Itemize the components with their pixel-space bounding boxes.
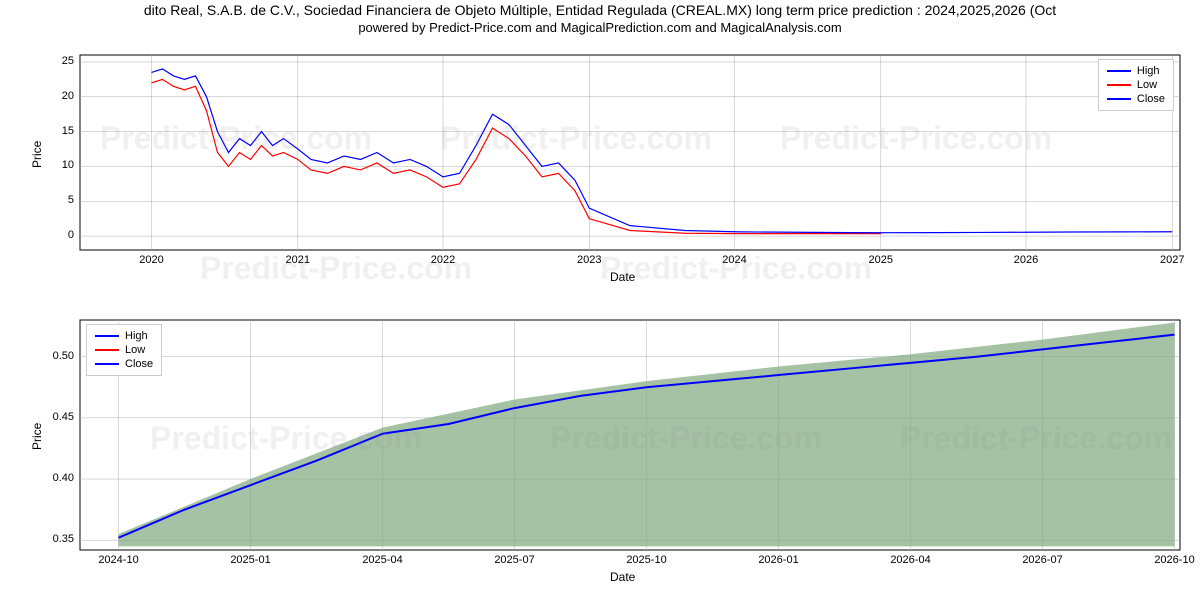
- legend-color-swatch: [95, 335, 119, 337]
- xtick-label: 2023: [564, 254, 614, 266]
- ytick-label: 0.45: [53, 411, 74, 423]
- legend-color-swatch: [1107, 84, 1131, 86]
- chart1-plot-area: [80, 55, 1180, 250]
- legend-item: Close: [95, 357, 153, 371]
- chart-container: dito Real, S.A.B. de C.V., Sociedad Fina…: [0, 0, 1200, 600]
- legend-item: Low: [95, 343, 153, 357]
- chart1-ylabel: Price: [30, 140, 44, 167]
- chart2-xlabel: Date: [610, 570, 635, 584]
- ytick-label: 15: [62, 125, 74, 137]
- legend-color-swatch: [1107, 98, 1131, 100]
- legend-color-swatch: [95, 363, 119, 365]
- xtick-label: 2025-04: [358, 554, 408, 566]
- legend-label: Low: [125, 344, 145, 356]
- legend-label: Close: [1137, 93, 1165, 105]
- legend-item: Low: [1107, 78, 1165, 92]
- xtick-label: 2026-10: [1150, 554, 1200, 566]
- legend-label: Close: [125, 358, 153, 370]
- legend-chart2: High Low Close: [86, 324, 162, 376]
- ytick-label: 5: [68, 194, 74, 206]
- legend-color-swatch: [95, 349, 119, 351]
- xtick-label: 2020: [127, 254, 177, 266]
- xtick-label: 2025-10: [622, 554, 672, 566]
- xtick-label: 2025-01: [226, 554, 276, 566]
- xtick-label: 2026-04: [886, 554, 936, 566]
- xtick-label: 2022: [418, 254, 468, 266]
- ytick-label: 10: [62, 159, 74, 171]
- ytick-label: 0.35: [53, 533, 74, 545]
- legend-item: High: [1107, 64, 1165, 78]
- ytick-label: 0: [68, 229, 74, 241]
- legend-label: High: [1137, 65, 1160, 77]
- legend-item: High: [95, 329, 153, 343]
- xtick-label: 2024-10: [94, 554, 144, 566]
- chart-svg: [0, 0, 1200, 600]
- xtick-label: 2026: [1001, 254, 1051, 266]
- ytick-label: 20: [62, 90, 74, 102]
- chart1-xlabel: Date: [610, 270, 635, 284]
- legend-label: High: [125, 330, 148, 342]
- legend-color-swatch: [1107, 70, 1131, 72]
- xtick-label: 2026-07: [1018, 554, 1068, 566]
- xtick-label: 2024: [710, 254, 760, 266]
- xtick-label: 2027: [1147, 254, 1197, 266]
- ytick-label: 0.40: [53, 472, 74, 484]
- xtick-label: 2026-01: [754, 554, 804, 566]
- legend-label: Low: [1137, 79, 1157, 91]
- legend-chart1: High Low Close: [1098, 59, 1174, 111]
- xtick-label: 2025: [856, 254, 906, 266]
- xtick-label: 2025-07: [490, 554, 540, 566]
- chart2-ylabel: Price: [30, 423, 44, 450]
- ytick-label: 0.50: [53, 350, 74, 362]
- legend-item: Close: [1107, 92, 1165, 106]
- xtick-label: 2021: [273, 254, 323, 266]
- ytick-label: 25: [62, 55, 74, 67]
